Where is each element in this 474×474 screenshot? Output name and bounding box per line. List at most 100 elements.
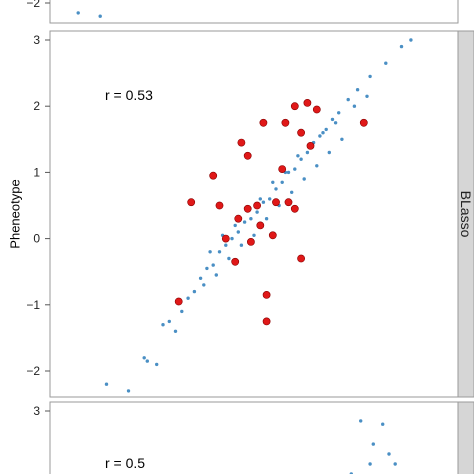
data-point	[261, 200, 266, 204]
data-point	[214, 273, 218, 277]
highlighted-point	[243, 204, 252, 213]
data-point	[355, 88, 360, 92]
highlighted-point	[187, 198, 196, 207]
highlighted-point	[272, 198, 280, 207]
highlighted-point	[209, 171, 218, 180]
panel-top: −2	[26, 0, 459, 24]
y-tick-label: 2	[33, 99, 40, 113]
data-point	[387, 452, 391, 456]
highlighted-point	[234, 214, 243, 223]
highlighted-point	[262, 290, 271, 299]
data-point	[296, 154, 300, 158]
data-point	[302, 177, 306, 181]
data-point	[217, 250, 222, 254]
data-point	[192, 289, 197, 294]
data-point	[305, 150, 310, 155]
y-axis-label: Pheneotype	[8, 179, 23, 248]
data-point	[352, 104, 357, 108]
data-point	[208, 250, 212, 254]
highlighted-point	[221, 234, 230, 243]
data-point	[409, 38, 413, 42]
data-point	[227, 256, 231, 261]
data-point	[198, 276, 203, 280]
data-point	[242, 220, 247, 224]
data-point	[346, 97, 350, 102]
y-tick-label: −2	[26, 0, 40, 10]
data-point	[202, 283, 206, 287]
data-point	[180, 309, 184, 314]
strip-background-bottom	[457, 401, 474, 474]
data-point	[274, 187, 278, 191]
highlighted-point	[359, 118, 368, 127]
highlighted-point	[284, 198, 293, 207]
data-point	[230, 236, 234, 241]
highlighted-point	[278, 165, 287, 173]
data-point	[126, 389, 131, 393]
data-point	[98, 14, 102, 18]
data-point	[249, 217, 253, 221]
strip-label: BLasso	[458, 191, 474, 238]
data-point	[299, 157, 303, 161]
data-point	[155, 362, 159, 367]
panel-blasso: BLasso r = 0.53 Pheneotype −2 −1 0 1 2 3	[8, 30, 474, 398]
highlighted-point	[253, 201, 261, 210]
data-point	[318, 134, 322, 138]
data-point	[205, 266, 209, 271]
highlighted-point	[231, 257, 240, 266]
data-point	[145, 359, 149, 363]
highlighted-point	[290, 102, 299, 111]
highlighted-point	[262, 317, 271, 326]
data-point	[161, 323, 165, 327]
data-point	[368, 462, 372, 466]
data-point	[271, 180, 275, 184]
y-tick-label: 3	[33, 404, 40, 418]
data-point	[76, 11, 80, 15]
highlighted-point	[243, 151, 252, 160]
data-point	[315, 164, 319, 168]
data-point	[321, 131, 325, 135]
data-point	[286, 170, 291, 175]
data-point	[236, 230, 240, 234]
correlation-label-bottom: r = 0.5	[105, 455, 145, 471]
data-point	[384, 61, 388, 65]
highlighted-point	[306, 141, 315, 150]
data-point	[255, 210, 259, 214]
data-point	[330, 117, 335, 122]
data-point	[393, 462, 397, 466]
data-point	[365, 94, 369, 99]
data-point	[324, 127, 328, 132]
highlighted-point	[246, 237, 255, 246]
highlighted-point	[281, 118, 290, 127]
data-point	[258, 197, 262, 201]
data-point	[340, 137, 344, 141]
data-point	[337, 111, 341, 115]
data-point	[293, 167, 297, 171]
data-point	[399, 44, 404, 49]
panel-bottom: r = 0.5 3	[33, 401, 474, 474]
highlighted-point	[174, 297, 183, 306]
y-tick-label: 1	[33, 165, 40, 179]
data-point	[104, 382, 109, 386]
data-point	[224, 243, 228, 247]
correlation-label: r = 0.53	[105, 87, 153, 103]
y-tick-label: 3	[33, 33, 40, 47]
data-point	[280, 180, 284, 184]
y-tick-label: −1	[26, 298, 40, 312]
y-tick-label: 0	[33, 232, 40, 246]
data-point	[233, 223, 237, 228]
y-tick-label: −2	[26, 364, 40, 378]
highlighted-point	[237, 138, 246, 147]
data-point	[142, 356, 146, 360]
highlighted-point	[268, 231, 277, 240]
data-point	[186, 296, 190, 300]
highlighted-point	[256, 221, 265, 230]
highlighted-point	[259, 118, 268, 127]
data-point	[371, 442, 375, 446]
highlighted-point	[215, 201, 224, 210]
panel-blasso-border	[49, 30, 459, 398]
data-point	[264, 217, 269, 221]
data-point	[173, 329, 178, 333]
highlighted-point	[297, 128, 305, 137]
highlighted-point	[290, 204, 299, 213]
